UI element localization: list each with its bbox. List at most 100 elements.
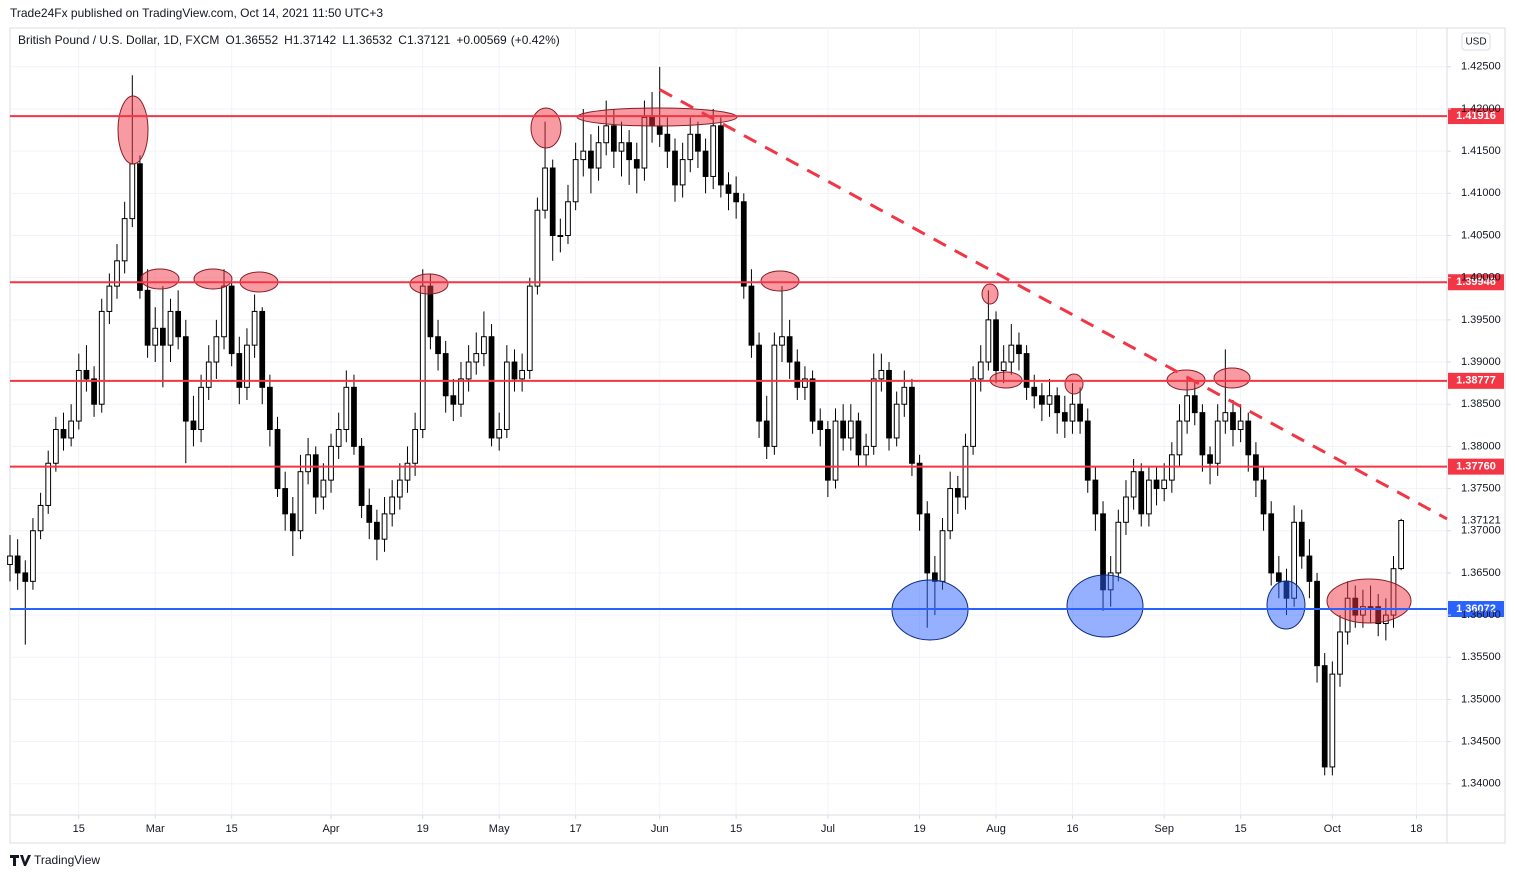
level-label: 1.41916 <box>1456 110 1496 122</box>
candle-body <box>1199 412 1206 456</box>
last-price-tag <box>1448 512 1504 529</box>
highlight <box>760 270 800 292</box>
candle-body <box>901 386 908 405</box>
candle-body <box>160 327 166 346</box>
candle-body <box>312 454 319 498</box>
candle-body <box>1023 353 1030 388</box>
candle-body <box>496 429 503 439</box>
y-tick-label: 1.36000 <box>1461 609 1501 621</box>
y-tick-label: 1.35000 <box>1461 693 1501 705</box>
level-tag <box>1448 601 1504 618</box>
x-tick-label: 18 <box>1410 823 1422 835</box>
candle-body <box>1329 673 1336 768</box>
candle-body <box>1275 572 1282 582</box>
candle-body <box>565 201 571 237</box>
candle-body <box>1016 344 1022 355</box>
candle-body <box>419 285 426 431</box>
candle-body <box>710 125 717 177</box>
highlight <box>140 268 180 290</box>
y-tick-label: 1.34500 <box>1461 736 1501 748</box>
candle-body <box>802 378 808 388</box>
highlight <box>530 107 562 149</box>
candle-body <box>893 403 900 439</box>
candle-body <box>1054 395 1061 414</box>
level-label: 1.36072 <box>1456 603 1496 615</box>
candle-body <box>167 310 174 346</box>
candle-body <box>75 369 82 422</box>
x-tick-label: 15 <box>1234 823 1246 835</box>
y-tick-label: 1.35500 <box>1461 651 1501 663</box>
candle-body <box>595 142 602 169</box>
y-tick-label: 1.42000 <box>1461 103 1501 115</box>
candle-body <box>855 420 862 456</box>
legend-prefix: L <box>342 33 349 47</box>
candle-body <box>412 429 418 464</box>
candle-body <box>557 235 564 238</box>
candle-body <box>993 319 999 371</box>
candle-body <box>832 420 839 481</box>
candle-body <box>863 445 869 456</box>
highlight <box>1326 578 1412 624</box>
trend-line <box>658 88 1448 521</box>
candle-body <box>1314 580 1320 667</box>
candle-body <box>1138 471 1145 515</box>
candle-body <box>1398 520 1405 570</box>
candle-body <box>626 142 633 161</box>
candle-body <box>236 353 243 388</box>
candle-body <box>129 163 136 220</box>
candle-body <box>1245 420 1252 456</box>
candle-body <box>282 488 289 515</box>
candle-body <box>740 201 747 287</box>
levels: 1.41916 1.39946 1.38777 1.37760 1.36072 1.371… <box>10 88 1504 618</box>
y-tick-label: 1.40000 <box>1461 272 1501 284</box>
y-tick-label: 1.34000 <box>1461 778 1501 790</box>
candle-body <box>1061 412 1068 422</box>
candle-body <box>1176 420 1183 456</box>
highlight <box>1213 367 1251 389</box>
y-tick-label: 1.36500 <box>1461 567 1501 579</box>
axes: 1.34000 1.34500 1.35000 1.35500 1.36000 1.365… <box>73 61 1501 835</box>
candle-body <box>488 336 495 439</box>
candle-body <box>664 133 671 152</box>
legend-value: 1.37142 <box>293 33 337 47</box>
candle-body <box>144 289 151 346</box>
candle-body <box>205 361 212 388</box>
candle-body <box>817 420 824 431</box>
currency[interactable]: USD <box>1465 37 1486 48</box>
candle-body <box>1077 403 1083 422</box>
candle-body <box>1306 555 1313 582</box>
x-tick-label: May <box>489 823 510 835</box>
candle-body <box>847 420 854 439</box>
x-tick-label: Apr <box>322 823 339 835</box>
candle-body <box>1046 395 1053 405</box>
candle-body <box>289 513 296 532</box>
candle-body <box>396 479 403 498</box>
publisher-line: Trade24Fx published on TradingView.com, … <box>10 6 383 20</box>
candle-body <box>1008 344 1015 363</box>
candle-body <box>98 310 105 405</box>
candle-body <box>503 361 510 431</box>
candle-body <box>909 386 915 464</box>
y-tick-label: 1.40500 <box>1461 229 1501 241</box>
candle-body <box>1039 395 1045 405</box>
candle-body <box>840 420 847 439</box>
candle-body <box>83 369 90 380</box>
candle-body <box>702 150 709 177</box>
candle-body <box>977 361 984 380</box>
candle-body <box>114 260 120 287</box>
candle-body <box>954 488 961 498</box>
candle-body <box>175 310 182 338</box>
candle-body <box>542 167 548 211</box>
candle-body <box>45 462 52 506</box>
legend-prefix: H <box>284 33 293 47</box>
x-tick-label: Sep <box>1154 823 1174 835</box>
candle-body <box>458 378 464 405</box>
candle-body <box>182 336 189 422</box>
candle-body <box>748 285 755 346</box>
candle-body <box>679 159 686 186</box>
currency-button[interactable] <box>1461 32 1491 51</box>
candle-body <box>1237 420 1244 431</box>
x-tick-label: Oct <box>1324 823 1341 835</box>
x-tick-label: Aug <box>986 823 1006 835</box>
candle-body <box>374 521 380 540</box>
